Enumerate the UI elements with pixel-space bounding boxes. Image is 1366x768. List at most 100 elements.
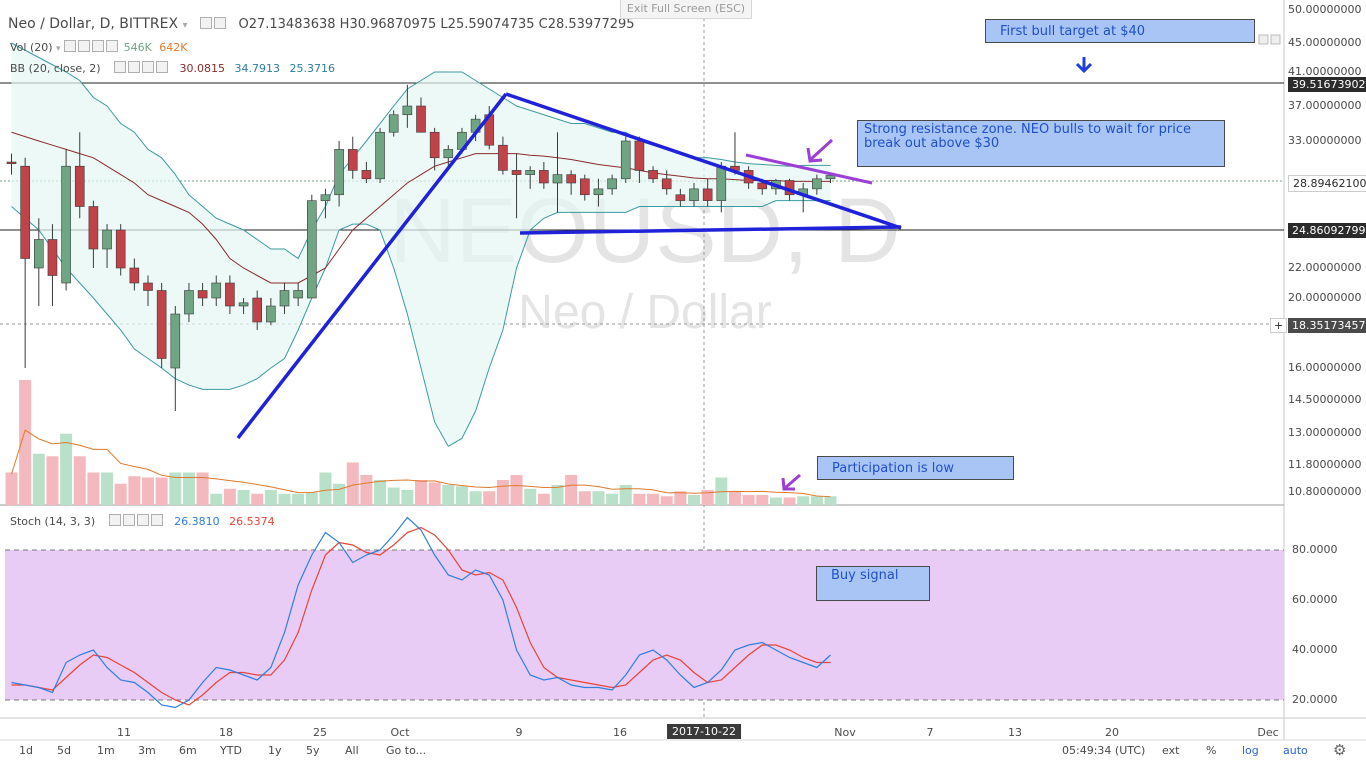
candle-body [102,229,112,250]
price-tick-label: 50.00000000 [1288,3,1362,16]
stoch-eye-icon[interactable] [108,514,121,526]
stoch-label: Stoch (14, 3, 3) [10,515,96,528]
participation-note[interactable]: Participation is low [817,456,1014,480]
candle-body [74,165,85,207]
symbol-dropdown-icon[interactable]: ▾ [182,20,188,31]
candle-body [33,239,44,269]
descending-triangle-line [505,92,902,230]
candle-body [579,178,590,196]
candle-body [511,170,522,175]
bb-value-1: 30.0815 [179,62,226,75]
volume-bar [428,482,441,505]
range-button-5d[interactable]: 5d [57,744,71,757]
volume-bar [442,485,455,505]
resistance-note[interactable]: Strong resistance zone. NEO bulls to wai… [857,120,1225,167]
candle-body [334,149,344,196]
range-button-6m[interactable]: 6m [179,744,197,757]
settings-icon[interactable] [200,17,213,29]
volume-settings-icon[interactable] [78,40,91,52]
uptrend-line [236,92,508,440]
target-arrow-head [1075,62,1093,74]
range-button-1d[interactable]: 1d [19,744,33,757]
ext-toggle[interactable]: ext [1162,744,1180,757]
price-tick-label: 16.00000000 [1288,361,1362,374]
time-tick-label: 11 [117,726,131,739]
candle-body [47,239,58,276]
range-button-1y[interactable]: 1y [268,744,282,757]
volume-eye-icon[interactable] [64,40,77,52]
symbol-label: Neo / Dollar, D, BITTREX [8,16,179,32]
price-tag-cursor: 18.35173457 [1288,318,1366,333]
volume-bar [483,491,496,505]
candle-body [266,305,276,323]
time-tick-label: Dec [1257,726,1279,739]
stoch-close-icon[interactable] [150,514,163,526]
range-button-ytd[interactable]: YTD [220,744,242,757]
auto-toggle[interactable]: auto [1283,744,1308,757]
goto-button[interactable]: Go to... [386,744,427,757]
triangle-base-line [519,225,902,235]
volume-value-1: 546K [123,41,152,54]
bb-settings-icon[interactable] [128,61,140,73]
volume-bar [401,490,414,505]
volume-bar [264,490,277,505]
range-button-all[interactable]: All [345,744,359,757]
volume-bar [633,493,646,505]
volume-bar [769,497,782,505]
candle-body [115,229,126,269]
stoch-k-line [11,516,831,709]
price-tick-label: 14.50000000 [1288,393,1362,406]
cursor-date-tag: 2017-10-22 [667,724,741,739]
volume-bar [210,493,223,505]
volume-ma-line [11,429,831,498]
volume-plus-icon[interactable] [92,40,105,52]
volume-bar [578,491,591,505]
volume-bar [169,472,182,505]
time-tick-label: 13 [1008,726,1022,739]
range-button-3m[interactable]: 3m [138,744,156,757]
volume-bar [114,483,127,505]
volume-bar [223,488,236,505]
compare-icon[interactable] [214,17,227,29]
range-button-5y[interactable]: 5y [306,744,320,757]
bb-plus-icon[interactable] [142,61,154,73]
exit-fullscreen-button[interactable]: Exit Full Screen (ESC) [620,0,752,19]
chart-settings-icon[interactable]: ⚙ [1333,741,1347,759]
candle-body [143,282,153,291]
volume-dropdown-icon[interactable]: ▾ [56,44,61,54]
buy-signal-note[interactable]: Buy signal [816,566,930,601]
candle-body [129,267,140,284]
stoch-plus-icon[interactable] [136,514,149,526]
volume-close-icon[interactable] [106,40,119,52]
range-button-1m[interactable]: 1m [97,744,115,757]
volume-bar [510,475,523,505]
volume-bar [387,487,400,505]
volume-bar [182,472,195,505]
volume-bar [660,496,673,505]
candle-body [88,206,99,250]
candle-body [607,178,617,190]
volume-legend: Vol (20) ▾ 546K 642K [10,40,188,54]
bull-target-note[interactable]: First bull target at $40 [985,19,1255,43]
clock-readout: 05:49:34 (UTC) [1062,744,1146,757]
candle-body [211,282,222,299]
price-tick-label: 20.00000000 [1288,291,1362,304]
volume-bar [374,480,387,505]
candle-body [620,140,631,180]
log-toggle[interactable]: log [1242,744,1259,757]
bb-close-icon[interactable] [156,61,168,73]
candle-body [498,144,508,171]
volume-bar [728,491,741,505]
candle-body [716,165,727,201]
cursor-plus-button[interactable]: + [1270,318,1288,333]
volume-bar [5,472,18,505]
candle-body [20,165,30,259]
stoch-value-d: 26.5374 [229,515,275,528]
bb-eye-icon[interactable] [114,61,126,73]
percent-toggle[interactable]: % [1206,744,1217,757]
watermark-name: Neo / Dollar [518,286,771,339]
stoch-settings-icon[interactable] [122,514,135,526]
candle-body [675,194,686,201]
